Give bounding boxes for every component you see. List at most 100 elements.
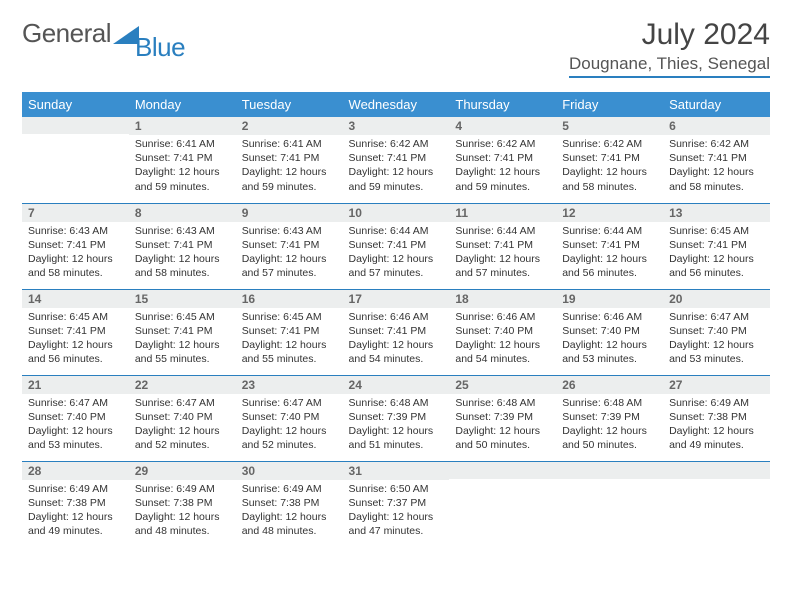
sunset-line: Sunset: 7:41 PM xyxy=(28,324,123,338)
sunrise-line: Sunrise: 6:43 AM xyxy=(135,224,230,238)
daylight-line: Daylight: 12 hours and 57 minutes. xyxy=(242,252,337,280)
daylight-line: Daylight: 12 hours and 59 minutes. xyxy=(242,165,337,193)
calendar-day-cell: 23Sunrise: 6:47 AMSunset: 7:40 PMDayligh… xyxy=(236,375,343,461)
sunset-line: Sunset: 7:41 PM xyxy=(135,324,230,338)
daylight-line: Daylight: 12 hours and 58 minutes. xyxy=(562,165,657,193)
sunrise-line: Sunrise: 6:42 AM xyxy=(455,137,550,151)
day-details: Sunrise: 6:48 AMSunset: 7:39 PMDaylight:… xyxy=(343,394,450,457)
calendar-day-cell: 12Sunrise: 6:44 AMSunset: 7:41 PMDayligh… xyxy=(556,203,663,289)
sunset-line: Sunset: 7:38 PM xyxy=(28,496,123,510)
calendar-week-row: 7Sunrise: 6:43 AMSunset: 7:41 PMDaylight… xyxy=(22,203,770,289)
daylight-line: Daylight: 12 hours and 59 minutes. xyxy=(135,165,230,193)
calendar-day-cell xyxy=(22,117,129,203)
sunrise-line: Sunrise: 6:48 AM xyxy=(349,396,444,410)
daylight-line: Daylight: 12 hours and 53 minutes. xyxy=(669,338,764,366)
day-number: 24 xyxy=(343,376,450,394)
calendar-day-cell xyxy=(663,461,770,547)
day-details: Sunrise: 6:49 AMSunset: 7:38 PMDaylight:… xyxy=(129,480,236,543)
sunrise-line: Sunrise: 6:41 AM xyxy=(135,137,230,151)
sunrise-line: Sunrise: 6:49 AM xyxy=(669,396,764,410)
sunrise-line: Sunrise: 6:50 AM xyxy=(349,482,444,496)
day-details: Sunrise: 6:45 AMSunset: 7:41 PMDaylight:… xyxy=(22,308,129,371)
daylight-line: Daylight: 12 hours and 52 minutes. xyxy=(242,424,337,452)
day-details: Sunrise: 6:41 AMSunset: 7:41 PMDaylight:… xyxy=(236,135,343,198)
day-number: 15 xyxy=(129,290,236,308)
day-details: Sunrise: 6:43 AMSunset: 7:41 PMDaylight:… xyxy=(129,222,236,285)
day-number: 19 xyxy=(556,290,663,308)
daylight-line: Daylight: 12 hours and 54 minutes. xyxy=(455,338,550,366)
day-details: Sunrise: 6:42 AMSunset: 7:41 PMDaylight:… xyxy=(663,135,770,198)
calendar-day-cell: 26Sunrise: 6:48 AMSunset: 7:39 PMDayligh… xyxy=(556,375,663,461)
day-number-empty xyxy=(22,117,129,134)
sunrise-line: Sunrise: 6:45 AM xyxy=(135,310,230,324)
calendar-day-cell: 28Sunrise: 6:49 AMSunset: 7:38 PMDayligh… xyxy=(22,461,129,547)
sunset-line: Sunset: 7:41 PM xyxy=(349,151,444,165)
sunset-line: Sunset: 7:41 PM xyxy=(242,324,337,338)
day-number: 11 xyxy=(449,204,556,222)
sunrise-line: Sunrise: 6:49 AM xyxy=(135,482,230,496)
day-number: 7 xyxy=(22,204,129,222)
daylight-line: Daylight: 12 hours and 57 minutes. xyxy=(349,252,444,280)
day-details: Sunrise: 6:41 AMSunset: 7:41 PMDaylight:… xyxy=(129,135,236,198)
calendar-day-cell: 4Sunrise: 6:42 AMSunset: 7:41 PMDaylight… xyxy=(449,117,556,203)
sunset-line: Sunset: 7:41 PM xyxy=(242,238,337,252)
sunset-line: Sunset: 7:39 PM xyxy=(562,410,657,424)
day-details: Sunrise: 6:43 AMSunset: 7:41 PMDaylight:… xyxy=(236,222,343,285)
day-details: Sunrise: 6:47 AMSunset: 7:40 PMDaylight:… xyxy=(129,394,236,457)
day-number: 6 xyxy=(663,117,770,135)
sunset-line: Sunset: 7:38 PM xyxy=(135,496,230,510)
daylight-line: Daylight: 12 hours and 55 minutes. xyxy=(242,338,337,366)
sunset-line: Sunset: 7:39 PM xyxy=(455,410,550,424)
calendar-day-cell: 8Sunrise: 6:43 AMSunset: 7:41 PMDaylight… xyxy=(129,203,236,289)
daylight-line: Daylight: 12 hours and 53 minutes. xyxy=(28,424,123,452)
day-number: 18 xyxy=(449,290,556,308)
daylight-line: Daylight: 12 hours and 56 minutes. xyxy=(562,252,657,280)
sunrise-line: Sunrise: 6:46 AM xyxy=(562,310,657,324)
day-details: Sunrise: 6:42 AMSunset: 7:41 PMDaylight:… xyxy=(449,135,556,198)
day-number: 2 xyxy=(236,117,343,135)
sunrise-line: Sunrise: 6:49 AM xyxy=(28,482,123,496)
day-details: Sunrise: 6:45 AMSunset: 7:41 PMDaylight:… xyxy=(236,308,343,371)
sunset-line: Sunset: 7:40 PM xyxy=(562,324,657,338)
calendar-day-cell: 31Sunrise: 6:50 AMSunset: 7:37 PMDayligh… xyxy=(343,461,450,547)
day-number: 5 xyxy=(556,117,663,135)
calendar-day-cell: 5Sunrise: 6:42 AMSunset: 7:41 PMDaylight… xyxy=(556,117,663,203)
daylight-line: Daylight: 12 hours and 55 minutes. xyxy=(135,338,230,366)
day-details: Sunrise: 6:49 AMSunset: 7:38 PMDaylight:… xyxy=(22,480,129,543)
daylight-line: Daylight: 12 hours and 48 minutes. xyxy=(135,510,230,538)
calendar-day-cell: 6Sunrise: 6:42 AMSunset: 7:41 PMDaylight… xyxy=(663,117,770,203)
day-number: 31 xyxy=(343,462,450,480)
day-header: Sunday xyxy=(22,92,129,117)
day-header: Saturday xyxy=(663,92,770,117)
daylight-line: Daylight: 12 hours and 47 minutes. xyxy=(349,510,444,538)
day-details: Sunrise: 6:48 AMSunset: 7:39 PMDaylight:… xyxy=(449,394,556,457)
daylight-line: Daylight: 12 hours and 53 minutes. xyxy=(562,338,657,366)
day-details: Sunrise: 6:46 AMSunset: 7:40 PMDaylight:… xyxy=(449,308,556,371)
day-number: 29 xyxy=(129,462,236,480)
day-number: 17 xyxy=(343,290,450,308)
day-number: 13 xyxy=(663,204,770,222)
sunrise-line: Sunrise: 6:46 AM xyxy=(349,310,444,324)
sunset-line: Sunset: 7:40 PM xyxy=(28,410,123,424)
day-details: Sunrise: 6:43 AMSunset: 7:41 PMDaylight:… xyxy=(22,222,129,285)
brand-logo: General Blue xyxy=(22,18,191,49)
day-details: Sunrise: 6:47 AMSunset: 7:40 PMDaylight:… xyxy=(663,308,770,371)
day-number: 8 xyxy=(129,204,236,222)
sunset-line: Sunset: 7:38 PM xyxy=(669,410,764,424)
day-details: Sunrise: 6:45 AMSunset: 7:41 PMDaylight:… xyxy=(663,222,770,285)
calendar-day-cell: 13Sunrise: 6:45 AMSunset: 7:41 PMDayligh… xyxy=(663,203,770,289)
day-details: Sunrise: 6:48 AMSunset: 7:39 PMDaylight:… xyxy=(556,394,663,457)
sunset-line: Sunset: 7:41 PM xyxy=(349,238,444,252)
sunrise-line: Sunrise: 6:42 AM xyxy=(349,137,444,151)
sunrise-line: Sunrise: 6:49 AM xyxy=(242,482,337,496)
title-block: July 2024 Dougnane, Thies, Senegal xyxy=(569,18,770,78)
calendar-day-cell: 22Sunrise: 6:47 AMSunset: 7:40 PMDayligh… xyxy=(129,375,236,461)
daylight-line: Daylight: 12 hours and 49 minutes. xyxy=(28,510,123,538)
calendar-day-cell: 29Sunrise: 6:49 AMSunset: 7:38 PMDayligh… xyxy=(129,461,236,547)
calendar-day-cell: 30Sunrise: 6:49 AMSunset: 7:38 PMDayligh… xyxy=(236,461,343,547)
day-number: 12 xyxy=(556,204,663,222)
calendar-day-cell: 18Sunrise: 6:46 AMSunset: 7:40 PMDayligh… xyxy=(449,289,556,375)
calendar-day-cell: 7Sunrise: 6:43 AMSunset: 7:41 PMDaylight… xyxy=(22,203,129,289)
day-header: Wednesday xyxy=(343,92,450,117)
calendar-day-cell: 15 Sunrise: 6:45 AMSunset: 7:41 PMDayligh… xyxy=(129,289,236,375)
